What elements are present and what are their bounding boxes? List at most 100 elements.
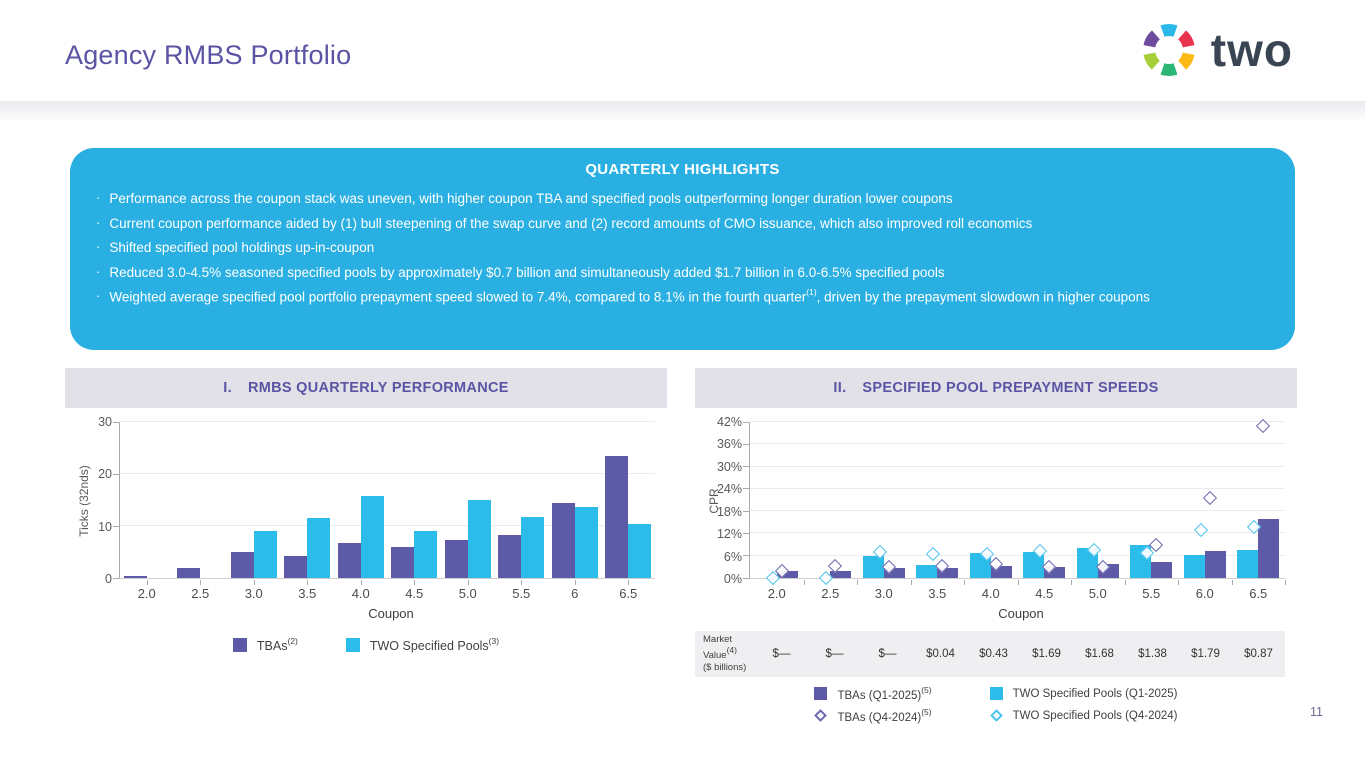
page-title: Agency RMBS Portfolio: [65, 40, 352, 70]
tbas-q1-2025-bar: [1151, 562, 1173, 578]
x-tick-label: 5.5: [1142, 586, 1161, 601]
legend-square-swatch: [989, 687, 1003, 701]
x-tick-label: 6.0: [1195, 586, 1214, 601]
legend-item-tbas: TBAs(2): [232, 636, 298, 654]
footnote-marker: (2): [287, 636, 298, 646]
x-tick-mark: [628, 580, 630, 585]
chart2-y-axis: CPR 0% 6% 12% 18% 24% 30% 36% 42%: [701, 415, 749, 586]
bullet-text: Performance across the coupon stack was …: [109, 191, 953, 206]
market-value-cell: $0.04: [926, 647, 955, 660]
x-tick-label: 2.0: [137, 586, 156, 601]
tbas-bar: [444, 540, 468, 578]
tbas-q1-2025-bar: [883, 567, 905, 578]
tbas-q1-2025-bar: [1044, 566, 1066, 578]
bar-group: [1018, 422, 1072, 578]
x-tick-label: 6: [571, 586, 579, 601]
bar-group: [804, 422, 858, 586]
two-specified-pools-bar: [414, 531, 438, 578]
x-tick-mark: [1178, 580, 1179, 585]
bar-group: [1178, 422, 1232, 578]
tbas-bar: [337, 543, 361, 578]
x-tick-label: 4.0: [981, 586, 1000, 601]
bullet-text: Current coupon performance aided by (1) …: [109, 215, 1033, 231]
x-tick-label: 2.5: [821, 586, 840, 601]
legend-square-swatch: [814, 687, 828, 701]
legend-item-two-specified-pools: TWO Specified Pools(3): [345, 636, 500, 654]
bar-group: [1071, 422, 1125, 578]
x-tick-mark: [414, 580, 416, 585]
bullet-dot: ·: [96, 288, 101, 304]
x-tick-label: 3.5: [928, 586, 947, 601]
legend-label: TWO Specified Pools (Q4-2024): [1012, 709, 1178, 722]
bar-group: [750, 422, 804, 586]
tbas-bar: [498, 535, 522, 578]
chart1-plot-area: [113, 421, 656, 585]
y-tick-label: 30: [98, 415, 112, 429]
x-tick-label: 2.0: [767, 586, 786, 601]
x-tick-label: 4.5: [1035, 586, 1054, 601]
y-tick-label: 30%: [716, 459, 742, 474]
gridline: [750, 487, 1285, 489]
two-specified-pools-bar: [467, 500, 491, 578]
tbas-q1-2025-bar: [990, 566, 1012, 578]
highlights-bullet-list: · Performance across the coupon stack was…: [96, 189, 1269, 307]
x-tick-mark: [964, 580, 965, 585]
tbas-bar: [123, 576, 147, 578]
two-specified-pools-bar: [307, 517, 331, 578]
market-value-cell: $0.87: [1244, 647, 1273, 660]
tbas-q1-2025-bar: [830, 571, 852, 578]
legend-label: TBAs (Q4-2024)(5): [837, 706, 932, 724]
legend-item-two-specified-pools-q4-2024: TWO Specified Pools (Q4-2024): [989, 708, 1178, 724]
legend-item-tbas-q1-2025: TBAs (Q1-2025)(5): [814, 685, 932, 702]
quarterly-highlights-panel: QUARTERLY HIGHLIGHTS · Performance across…: [70, 148, 1295, 350]
bullet-dot: ·: [96, 263, 101, 279]
specified-pool-prepayment-speeds-panel: II. SPECIFIED POOL PREPAYMENT SPEEDS CPR…: [695, 368, 1297, 724]
x-tick-mark: [1017, 580, 1019, 585]
x-tick-mark: [200, 580, 202, 585]
tbas-bar: [230, 552, 254, 578]
legend-label: TBAs(2): [256, 636, 298, 654]
chart1-y-axis-label: Ticks (32nds): [77, 464, 91, 537]
tbas-q1-2025-bar: [1258, 518, 1280, 578]
footnote-marker: (1): [806, 287, 817, 298]
tbas-q1-2025-bar: [1204, 550, 1226, 578]
page-number: 11: [1310, 705, 1323, 719]
bar-group: [1125, 422, 1179, 578]
x-tick-mark: [1071, 580, 1072, 585]
market-value-cell: $1.69: [1032, 647, 1061, 660]
x-tick-mark: [1231, 580, 1233, 585]
bar-group: [1232, 418, 1286, 578]
y-tick-label: 36%: [716, 437, 742, 452]
tbas-q1-2025-bar: [937, 568, 959, 578]
highlight-bullet: · Current coupon performance aided by (1)…: [96, 214, 1269, 234]
x-tick-mark: [857, 580, 858, 585]
bar-group: [602, 422, 656, 585]
bar-group: [911, 422, 965, 578]
y-tick-label: 6%: [723, 549, 742, 564]
gridline: [120, 421, 655, 422]
legend-label: TWO Specified Pools(3): [369, 636, 500, 654]
two-logo: two: [1139, 20, 1293, 85]
market-value-cells: $— $— $— $0.04 $0.43 $1.69 $1.68 $1.38 $1.79 $0.8…: [755, 648, 1285, 660]
legend-label: TWO Specified Pools (Q1-2025): [1012, 687, 1178, 700]
two-specified-pools-bar: [574, 506, 598, 578]
y-tick-label: 18%: [716, 504, 742, 519]
gridline: [750, 554, 1285, 556]
legend-diamond-swatch: [814, 709, 828, 722]
x-tick-label: 4.5: [405, 586, 424, 601]
tbas-bar: [391, 546, 415, 578]
y-tick-mark: [743, 421, 749, 423]
legend-item-two-specified-pools-q1-2025: TWO Specified Pools (Q1-2025): [989, 686, 1178, 702]
y-tick-mark: [743, 555, 749, 557]
two-specified-pools-q1-2025-bar: [1237, 550, 1259, 578]
chart2-legend: TBAs (Q1-2025)(5) TWO Specified Pools (Q1…: [814, 685, 1178, 724]
market-value-cell: $1.68: [1085, 647, 1114, 660]
x-tick-label: 5.0: [1088, 586, 1107, 601]
footnote-marker: (5): [921, 706, 932, 717]
two-specified-pools-q1-2025-bar: [1183, 554, 1205, 578]
x-tick-mark: [146, 580, 148, 585]
x-tick-label: 6.5: [619, 586, 638, 601]
x-tick-mark: [467, 580, 469, 585]
market-value-cell: $—: [825, 647, 844, 660]
